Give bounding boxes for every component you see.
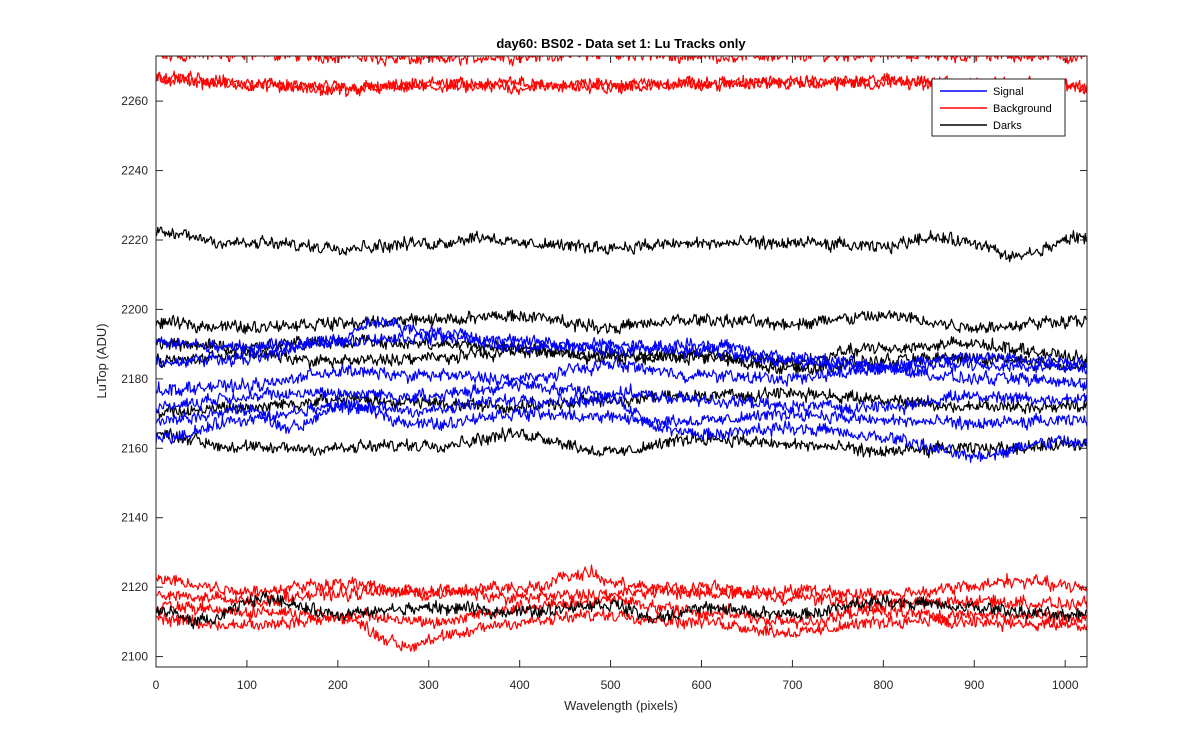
- x-axis-label: Wavelength (pixels): [564, 698, 678, 713]
- y-axis-label: LuTop (ADU): [94, 323, 109, 398]
- y-tick-label: 2140: [121, 511, 148, 525]
- series-line-background-16: [156, 579, 1087, 613]
- y-tick-label: 2240: [121, 164, 148, 178]
- series-layer: [156, 56, 1087, 652]
- x-tick-label: 0: [153, 678, 160, 692]
- series-line-signal-11: [156, 356, 1087, 397]
- y-tick-label: 2180: [121, 372, 148, 386]
- series-line-signal-10: [156, 316, 1087, 376]
- legend-label-background: Background: [993, 103, 1052, 115]
- x-tick-label: 500: [601, 678, 621, 692]
- series-line-darks-3: [156, 226, 1087, 263]
- chart-title: day60: BS02 - Data set 1: Lu Tracks only: [496, 36, 746, 51]
- series-line-signal-12: [156, 379, 1087, 416]
- legend-label-signal: Signal: [993, 86, 1024, 98]
- series-line-signal-14: [156, 398, 1087, 463]
- x-tick-label: 100: [237, 678, 257, 692]
- y-axis: 2100 2120 2140 2160 2180 2200 2220 2240 2260: [121, 94, 1087, 664]
- legend: Signal Background Darks: [931, 78, 1066, 137]
- x-tick-label: 400: [510, 678, 530, 692]
- x-tick-label: 300: [419, 678, 439, 692]
- y-tick-label: 2100: [121, 650, 148, 664]
- legend-label-darks: Darks: [993, 120, 1022, 132]
- series-line-darks-4: [156, 309, 1087, 335]
- series-line-background-18: [156, 608, 1087, 652]
- y-tick-label: 2200: [121, 302, 148, 316]
- x-tick-label: 700: [782, 678, 802, 692]
- x-axis: 0 100 200 300 400 500 600 700 800 900 1000: [153, 56, 1079, 692]
- series-line-darks-19: [156, 590, 1087, 630]
- y-tick-label: 2260: [121, 94, 148, 108]
- x-tick-label: 200: [328, 678, 348, 692]
- y-tick-label: 2120: [121, 580, 148, 594]
- series-line-background-15: [156, 564, 1087, 603]
- y-tick-label: 2220: [121, 233, 148, 247]
- x-tick-label: 800: [873, 678, 893, 692]
- series-line-darks-8: [156, 427, 1087, 459]
- axes-box: [155, 55, 1088, 668]
- x-tick-label: 900: [964, 678, 984, 692]
- x-tick-label: 600: [691, 678, 711, 692]
- series-line-signal-13: [156, 391, 1087, 434]
- y-tick-label: 2160: [121, 441, 148, 455]
- x-tick-label: 1000: [1052, 678, 1079, 692]
